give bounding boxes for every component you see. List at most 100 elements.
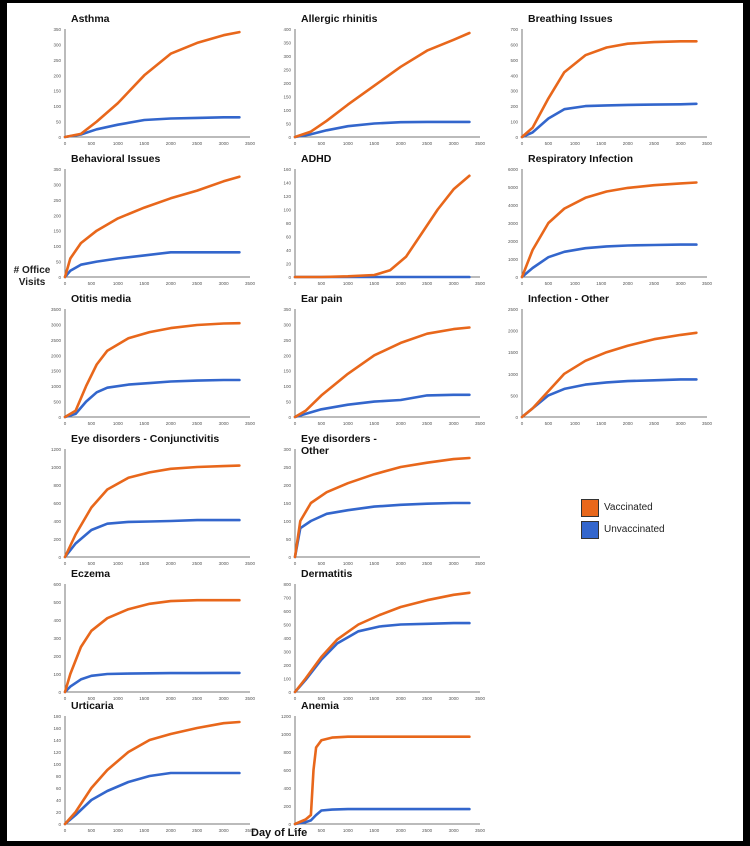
y-tick-label: 100 xyxy=(283,384,291,389)
y-tick-label: 800 xyxy=(283,750,291,755)
x-tick-label: 1500 xyxy=(596,281,607,286)
x-tick-label: 3500 xyxy=(702,421,713,426)
x-tick-label: 2000 xyxy=(396,561,407,566)
chart-panel-12: Dermatitis 0 100 200 300 400 500 600 700 800 0 500 1… xyxy=(283,568,485,701)
x-tick-label: 0 xyxy=(64,141,67,146)
y-tick-label: 160 xyxy=(283,167,291,172)
x-tick-label: 1500 xyxy=(139,561,150,566)
x-tick-label: 3000 xyxy=(219,281,230,286)
y-tick-label: 300 xyxy=(53,636,61,641)
y-tick-label: 300 xyxy=(53,182,61,187)
x-tick-label: 3000 xyxy=(219,141,230,146)
y-tick-label: 200 xyxy=(283,353,291,358)
chart-title: Respiratory Infection xyxy=(528,153,633,165)
y-tick-label: 0 xyxy=(288,822,291,827)
y-tick-label: 100 xyxy=(283,108,291,113)
y-tick-label: 4000 xyxy=(508,203,519,208)
y-tick-label: 0 xyxy=(288,135,291,140)
y-tick-label: 600 xyxy=(283,768,291,773)
chart-title: Anemia xyxy=(301,700,339,712)
y-tick-label: 50 xyxy=(286,537,292,542)
x-tick-label: 1500 xyxy=(139,696,150,701)
chart-title: Eye disorders - Conjunctivitis xyxy=(71,433,219,445)
y-tick-label: 500 xyxy=(510,58,518,63)
y-tick-label: 0 xyxy=(288,555,291,560)
series-line-unvaccinated xyxy=(63,378,241,419)
y-tick-label: 0 xyxy=(58,822,61,827)
y-tick-label: 1000 xyxy=(508,257,519,262)
y-tick-label: 250 xyxy=(53,58,61,63)
y-tick-label: 20 xyxy=(56,810,62,815)
y-tick-label: 1500 xyxy=(508,350,519,355)
x-tick-label: 0 xyxy=(521,421,524,426)
x-tick-label: 0 xyxy=(294,696,297,701)
chart-title: Infection - Other xyxy=(528,293,609,305)
x-tick-label: 0 xyxy=(64,561,67,566)
y-tick-label: 100 xyxy=(510,120,518,125)
x-tick-label: 1000 xyxy=(113,828,124,833)
figure-canvas: Asthma 0 50 100 150 200 250 300 350 0 500 1000 1500 2… xyxy=(7,3,743,841)
y-tick-label: 150 xyxy=(283,501,291,506)
x-tick-label: 3000 xyxy=(676,141,687,146)
y-tick-label: 1000 xyxy=(281,732,292,737)
x-tick-label: 500 xyxy=(318,421,326,426)
x-tick-label: 500 xyxy=(88,828,96,833)
x-tick-label: 2000 xyxy=(623,281,634,286)
series-line-unvaccinated xyxy=(63,116,241,139)
x-tick-label: 500 xyxy=(545,421,553,426)
x-tick-label: 3500 xyxy=(245,561,256,566)
y-tick-label: 400 xyxy=(283,636,291,641)
x-tick-label: 1000 xyxy=(113,696,124,701)
x-tick-label: 1000 xyxy=(113,561,124,566)
x-tick-label: 500 xyxy=(88,696,96,701)
y-tick-label: 60 xyxy=(56,786,62,791)
x-tick-label: 3500 xyxy=(475,141,486,146)
x-tick-label: 3500 xyxy=(245,281,256,286)
x-tick-label: 1000 xyxy=(343,696,354,701)
x-tick-label: 1000 xyxy=(343,828,354,833)
x-tick-label: 500 xyxy=(318,828,326,833)
y-tick-label: 500 xyxy=(53,600,61,605)
legend-label-unvaccinated: Unvaccinated xyxy=(604,524,665,535)
y-tick-label: 100 xyxy=(283,208,291,213)
series-line-unvaccinated xyxy=(293,120,471,139)
x-tick-label: 3000 xyxy=(449,141,460,146)
y-tick-label: 2500 xyxy=(508,307,519,312)
y-tick-label: 700 xyxy=(510,27,518,32)
x-tick-label: 3000 xyxy=(449,421,460,426)
y-tick-label: 700 xyxy=(283,596,291,601)
y-tick-label: 2000 xyxy=(51,353,62,358)
chart-title: Allergic rhinitis xyxy=(301,13,378,25)
y-tick-label: 100 xyxy=(53,244,61,249)
x-tick-label: 1500 xyxy=(369,281,380,286)
x-tick-label: 3500 xyxy=(475,828,486,833)
chart-panel-2: Breathing Issues 0 100 200 300 400 500 600 700 0 5… xyxy=(510,13,712,146)
y-tick-label: 200 xyxy=(53,654,61,659)
x-tick-label: 2000 xyxy=(166,561,177,566)
y-tick-label: 600 xyxy=(53,582,61,587)
x-tick-label: 0 xyxy=(64,696,67,701)
y-axis-label: # Office Visits xyxy=(13,265,51,288)
x-tick-label: 2500 xyxy=(649,141,660,146)
series-line-vaccinated xyxy=(293,174,471,279)
x-tick-label: 2000 xyxy=(166,141,177,146)
y-tick-label: 500 xyxy=(283,623,291,628)
y-tick-label: 150 xyxy=(283,369,291,374)
series-line-vaccinated xyxy=(293,735,471,826)
x-tick-label: 2000 xyxy=(166,696,177,701)
x-tick-label: 1500 xyxy=(596,141,607,146)
y-tick-label: 180 xyxy=(53,714,61,719)
y-tick-label: 2000 xyxy=(508,329,519,334)
x-tick-label: 3000 xyxy=(449,828,460,833)
y-tick-label: 0 xyxy=(288,415,291,420)
y-tick-label: 250 xyxy=(53,198,61,203)
y-tick-label: 120 xyxy=(283,194,291,199)
y-tick-label: 0 xyxy=(515,415,518,420)
x-tick-label: 0 xyxy=(294,421,297,426)
x-tick-label: 500 xyxy=(318,696,326,701)
y-tick-label: 200 xyxy=(53,537,61,542)
chart-panel-11: Eczema 0 100 200 300 400 500 600 0 500 1000 1500 200… xyxy=(53,568,255,701)
x-tick-label: 500 xyxy=(88,421,96,426)
